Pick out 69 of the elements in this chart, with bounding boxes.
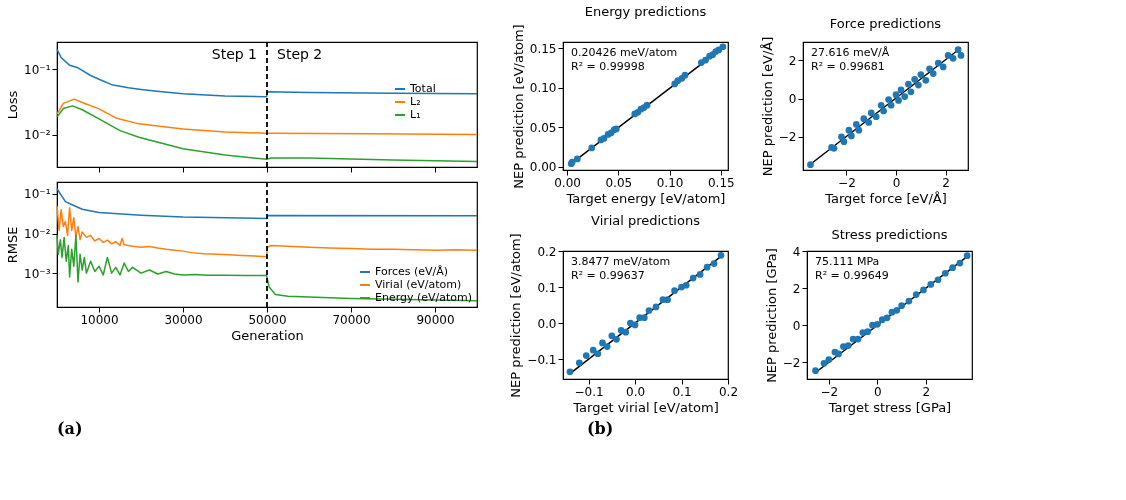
x-tick-label: 2	[942, 175, 950, 190]
y-axis-title: NEP prediction [eV/atom]	[508, 233, 524, 398]
y-tick-label: 10⁻¹	[24, 187, 51, 202]
y-axis-title: NEP prediction [GPa]	[763, 248, 779, 383]
y-tick-label: 0.2	[537, 244, 557, 259]
y-axis-title: Loss	[5, 90, 21, 120]
legend-label: Virial (eV/atom)	[375, 278, 462, 291]
x-tick-label: 90000	[416, 312, 455, 327]
y-tick-label: 4	[792, 244, 801, 259]
x-axis-title: Target virial [eV/atom]	[572, 399, 719, 415]
annotation: R² = 0.99637	[571, 269, 645, 282]
annotation: 75.111 MPa	[815, 255, 880, 268]
y-tick-label: 10⁻²	[24, 128, 51, 143]
y-tick-label: 2	[788, 53, 797, 68]
legend-label: Forces (eV/Å)	[375, 265, 449, 278]
x-tick-label: 30000	[164, 312, 203, 327]
y-tick-label: 0.15	[529, 41, 557, 56]
annotation: 3.8477 meV/atom	[571, 255, 671, 268]
x-tick-label: 2	[922, 384, 931, 399]
x-axis-title: Generation	[231, 327, 304, 343]
x-tick-label: 10000	[80, 312, 119, 327]
x-tick-label: 0.10	[656, 175, 684, 190]
x-tick-label: 0	[874, 384, 882, 399]
y-tick-label: 10⁻²	[24, 227, 51, 242]
annotation: R² = 0.99998	[571, 60, 645, 73]
x-tick-label: 50000	[248, 312, 287, 327]
y-axis-title: NEP prediction [eV/atom]	[510, 24, 526, 189]
x-tick-label: 70000	[332, 312, 371, 327]
y-tick-label: −2	[778, 130, 797, 145]
y-tick-label: −0.1	[527, 352, 557, 367]
text: (b)	[587, 419, 614, 438]
y-tick-label: 2	[792, 281, 801, 296]
legend-label: L₂	[410, 95, 421, 108]
x-axis-title: Target stress [GPa]	[827, 399, 952, 415]
x-tick-label: 0.05	[605, 175, 633, 190]
x-axis-title: Target energy [eV/atom]	[565, 190, 726, 206]
annotation: Step 2	[277, 46, 323, 62]
y-axis-title: RMSE	[5, 226, 21, 264]
y-tick-label: −2	[782, 355, 801, 370]
y-tick-label: 0.05	[529, 120, 557, 135]
chart-title: Virial predictions	[591, 212, 701, 228]
x-tick-label: −2	[820, 384, 839, 399]
y-tick-label: 0.00	[529, 160, 557, 175]
x-axis-title: Target force [eV/Å]	[824, 190, 947, 206]
x-tick-label: 0	[892, 175, 901, 190]
y-tick-label: 10⁻³	[24, 266, 51, 281]
annotation: R² = 0.99649	[815, 269, 889, 282]
y-tick-label: 0.1	[537, 280, 557, 295]
x-tick-label: −2	[838, 175, 856, 190]
x-tick-label: 0.0	[626, 384, 646, 399]
chart-title: Energy predictions	[584, 3, 707, 19]
text: (a)	[57, 419, 83, 438]
x-tick-label: 0.00	[554, 175, 581, 190]
x-tick-label: 0.2	[718, 384, 739, 399]
y-tick-label: 10⁻¹	[24, 62, 51, 77]
x-tick-label: −0.1	[574, 384, 604, 399]
y-tick-label: 0	[788, 92, 797, 107]
legend-label: Total	[409, 82, 436, 95]
chart-title: Stress predictions	[831, 227, 948, 242]
x-tick-label: 0.1	[672, 384, 692, 399]
y-tick-label: 0.10	[529, 81, 557, 96]
x-tick-label: 0.15	[707, 175, 735, 190]
y-axis-title: NEP prediction [eV/Å]	[759, 36, 775, 177]
legend-label: L₁	[410, 108, 421, 121]
annotation: 27.616 meV/Å	[811, 46, 890, 59]
annotation: Step 1	[211, 46, 257, 62]
annotation: 0.20426 meV/atom	[571, 46, 678, 59]
chart-title: Force predictions	[829, 16, 942, 32]
annotation: R² = 0.99681	[811, 60, 885, 73]
